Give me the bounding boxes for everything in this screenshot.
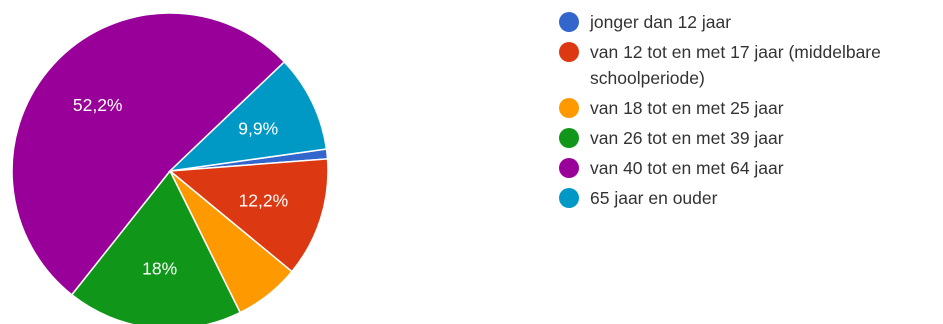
- legend-item: van 26 tot en met 39 jaar: [559, 128, 784, 148]
- legend-label: van 26 tot en met 39 jaar: [590, 128, 784, 148]
- pie-slices: [11, 12, 329, 324]
- legend-item: van 18 tot en met 25 jaar: [559, 98, 784, 118]
- slice-percentage-label: 9,9%: [238, 118, 278, 138]
- legend-swatch: [559, 12, 579, 32]
- legend-label: van 12 tot en met 17 jaar (middelbare: [590, 42, 881, 62]
- legend-swatch: [559, 188, 579, 208]
- legend-swatch: [559, 42, 579, 62]
- slice-percentage-label: 18%: [142, 258, 177, 278]
- pie-slice: [167, 60, 328, 173]
- legend-label: jonger dan 12 jaar: [589, 12, 731, 32]
- legend-label: van 40 tot en met 64 jaar: [590, 158, 784, 178]
- legend-swatch: [559, 128, 579, 148]
- legend-item: jonger dan 12 jaar: [559, 12, 731, 32]
- legend: jonger dan 12 jaar van 12 tot en met 17 j…: [559, 12, 881, 208]
- legend-label: schoolperiode): [590, 68, 705, 88]
- pie-slice: [168, 158, 329, 273]
- legend-item: van 12 tot en met 17 jaar (middelbare sch…: [559, 42, 881, 88]
- legend-item: van 40 tot en met 64 jaar: [559, 158, 784, 178]
- legend-swatch: [559, 98, 579, 118]
- legend-item: 65 jaar en ouder: [559, 188, 718, 208]
- legend-swatch: [559, 158, 579, 178]
- slice-percentage-label: 52,2%: [73, 95, 123, 115]
- pie-slice: [11, 12, 286, 296]
- slice-percentage-label: 12,2%: [239, 191, 289, 211]
- pie-slice-labels: 12,2% 18% 52,2% 9,9%: [73, 95, 289, 278]
- legend-label: van 18 tot en met 25 jaar: [590, 98, 784, 118]
- pie-slice: [70, 169, 242, 324]
- legend-label: 65 jaar en ouder: [590, 188, 718, 208]
